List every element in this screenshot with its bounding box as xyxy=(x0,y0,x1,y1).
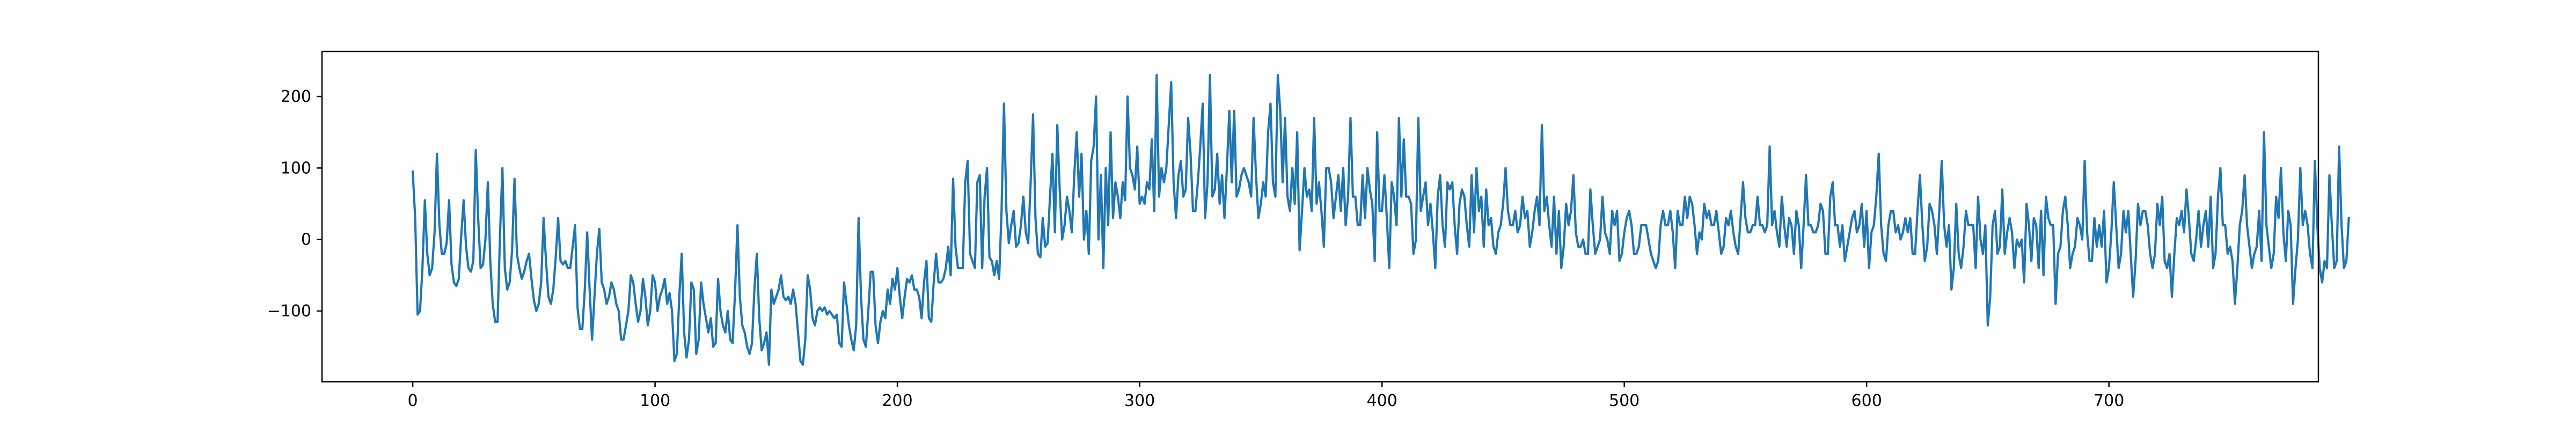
x-tick-label: 200 xyxy=(882,391,912,410)
x-tick-label: 300 xyxy=(1124,391,1155,410)
series-line-0 xyxy=(411,73,2350,366)
x-tick-label: 500 xyxy=(1609,391,1640,410)
plot-area-frame xyxy=(321,50,2319,383)
x-axis: 0 100 200 300 400 500 600 700 xyxy=(408,382,2124,410)
x-tick-label: 400 xyxy=(1367,391,1397,410)
x-tick-label: 0 xyxy=(408,391,418,410)
y-tick-label: 100 xyxy=(281,159,311,177)
y-tick-label: −100 xyxy=(267,302,311,321)
x-tick-label: 600 xyxy=(1851,391,1882,410)
series-layer xyxy=(411,73,2350,366)
y-tick-label: 200 xyxy=(281,87,311,106)
y-axis: −100 0 100 200 xyxy=(267,87,322,321)
x-tick-label: 100 xyxy=(640,391,670,410)
y-tick-label: 0 xyxy=(301,231,311,249)
x-tick-label: 700 xyxy=(2094,391,2124,410)
